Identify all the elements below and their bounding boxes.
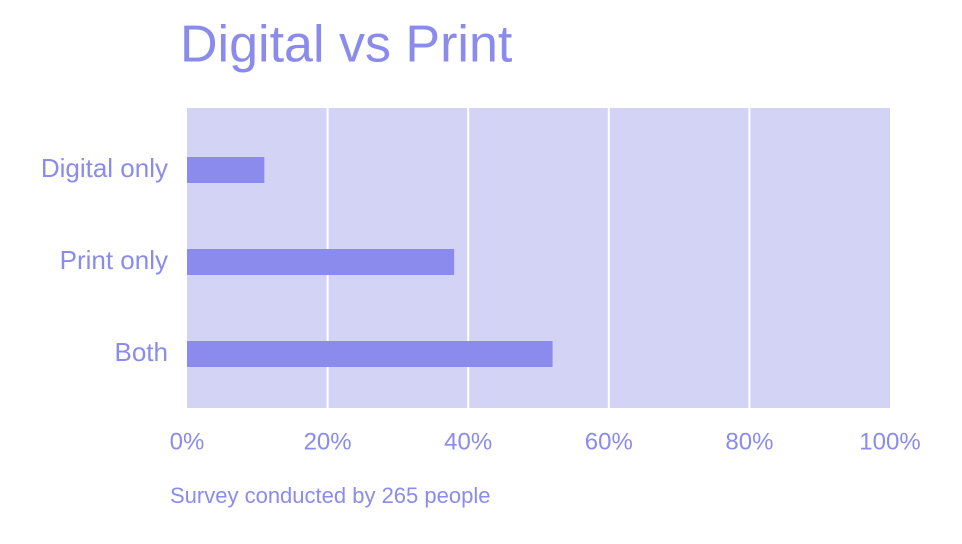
bar xyxy=(187,157,265,183)
y-tick-label: Print only xyxy=(60,245,168,275)
x-tick-label: 40% xyxy=(444,428,492,455)
chart-title: Digital vs Print xyxy=(180,16,513,74)
bar xyxy=(187,249,455,275)
y-tick-label: Digital only xyxy=(41,153,168,183)
x-tick-label: 80% xyxy=(725,428,773,455)
x-tick-label: 0% xyxy=(170,428,205,455)
x-tick-label: 100% xyxy=(859,428,920,455)
x-tick-label: 60% xyxy=(585,428,633,455)
x-tick-label: 20% xyxy=(304,428,352,455)
footnote: Survey conducted by 265 people xyxy=(170,483,490,508)
bar xyxy=(187,341,553,367)
y-tick-label: Both xyxy=(115,337,169,367)
